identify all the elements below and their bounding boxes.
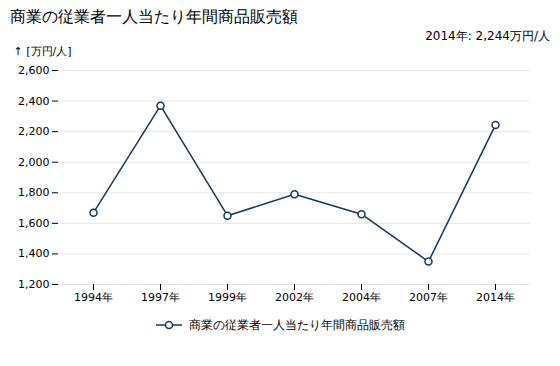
svg-text:2007年: 2007年: [409, 291, 448, 304]
svg-text:2002年: 2002年: [275, 291, 314, 304]
svg-text:1997年: 1997年: [141, 291, 180, 304]
svg-text:1994年: 1994年: [74, 291, 113, 304]
svg-text:↑ [万円/人]: ↑ [万円/人]: [14, 45, 72, 58]
svg-text:1,600: 1,600: [18, 217, 50, 230]
svg-text:2004年: 2004年: [342, 291, 381, 304]
svg-text:1,800: 1,800: [18, 186, 50, 199]
svg-text:2,000: 2,000: [18, 156, 50, 169]
html-text:商業の従業者一人当たり年間商品販売額: 商業の従業者一人当たり年間商品販売額: [189, 318, 405, 332]
svg-text:1,200: 1,200: [18, 278, 50, 291]
svg-text:2,400: 2,400: [18, 95, 50, 108]
svg-text:2014年: 2014年: [476, 291, 515, 304]
svg-text:1999年: 1999年: [208, 291, 247, 304]
svg-text:1,400: 1,400: [18, 247, 50, 260]
svg-text:2,200: 2,200: [18, 125, 50, 138]
html-text:2014年: 2,244万円/人: 2014年: 2,244万円/人: [425, 29, 550, 43]
html-text:商業の従業者一人当たり年間商品販売額: 商業の従業者一人当たり年間商品販売額: [10, 7, 298, 26]
svg-text:2,600: 2,600: [18, 64, 50, 77]
